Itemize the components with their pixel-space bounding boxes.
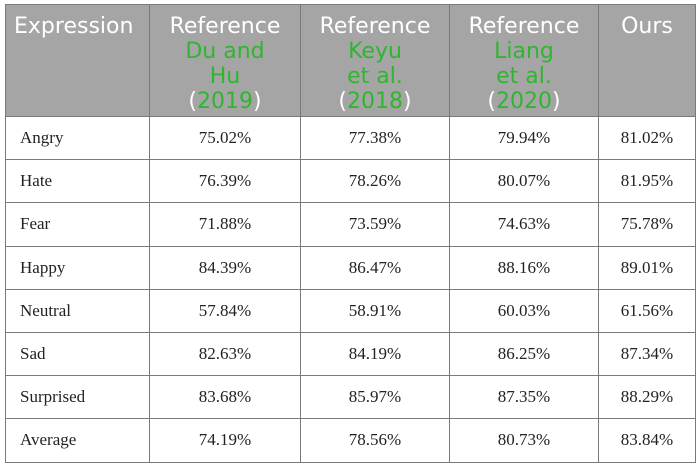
expression-cell: Neutral [5, 288, 150, 333]
value-cell: 86.47% [300, 245, 450, 290]
open-paren: ( [188, 89, 197, 114]
expression-cell: Average [5, 418, 150, 463]
citation-link[interactable]: Hu [209, 64, 241, 89]
table-row: Happy 84.39% 86.47% 88.16% 89.01% [5, 245, 696, 290]
value-cell: 74.19% [149, 418, 301, 463]
header-title: Ours [621, 14, 673, 39]
table-row: Angry 75.02% 77.38% 79.94% 81.02% [5, 115, 696, 161]
value-cell: 74.63% [449, 202, 599, 247]
value-cell: 88.16% [449, 245, 599, 290]
value-cell: 81.95% [598, 159, 696, 204]
citation-link[interactable]: Keyu [348, 39, 402, 64]
header-ours: Ours [598, 4, 696, 117]
value-cell: 80.73% [449, 418, 599, 463]
value-cell: 89.01% [598, 245, 696, 290]
value-cell: 76.39% [149, 159, 301, 204]
value-cell: 87.34% [598, 331, 696, 377]
value-cell: 87.35% [449, 375, 599, 420]
value-cell: 60.03% [449, 288, 599, 333]
value-cell: 75.02% [149, 115, 301, 161]
header-reference-liang: Reference Liang et al. (2020) [449, 4, 599, 117]
expression-cell: Hate [5, 159, 150, 204]
expression-cell: Happy [5, 245, 150, 290]
value-cell: 88.29% [598, 375, 696, 420]
citation-year-link[interactable]: 2019 [197, 89, 253, 114]
value-cell: 57.84% [149, 288, 301, 333]
value-cell: 58.91% [300, 288, 450, 333]
table-body: Angry 75.02% 77.38% 79.94% 81.02% Hate 7… [5, 115, 696, 463]
citation-year-link[interactable]: 2020 [496, 89, 552, 114]
value-cell: 77.38% [300, 115, 450, 161]
table-row: Fear 71.88% 73.59% 74.63% 75.78% [5, 202, 696, 247]
header-expression: Expression [5, 4, 150, 117]
expression-cell: Surprised [5, 375, 150, 420]
header-reference-du-hu: Reference Du and Hu (2019) [149, 4, 301, 117]
citation-link[interactable]: et al. [496, 64, 552, 89]
citation-link[interactable]: Liang [494, 39, 554, 64]
close-paren: ) [403, 89, 412, 114]
value-cell: 81.02% [598, 115, 696, 161]
value-cell: 73.59% [300, 202, 450, 247]
close-paren: ) [253, 89, 262, 114]
expression-cell: Angry [5, 115, 150, 161]
header-row: Expression Reference Du and Hu (2019) Re… [5, 4, 696, 117]
accuracy-table: Expression Reference Du and Hu (2019) Re… [5, 4, 696, 463]
value-cell: 78.56% [300, 418, 450, 463]
table-row: Hate 76.39% 78.26% 80.07% 81.95% [5, 159, 696, 204]
value-cell: 83.68% [149, 375, 301, 420]
header-title: Expression [14, 14, 134, 39]
expression-cell: Fear [5, 202, 150, 247]
table-row: Sad 82.63% 84.19% 86.25% 87.34% [5, 331, 696, 377]
value-cell: 71.88% [149, 202, 301, 247]
value-cell: 84.39% [149, 245, 301, 290]
header-title: Reference [169, 14, 281, 39]
citation-link[interactable]: Du and [185, 39, 265, 64]
table-row: Surprised 83.68% 85.97% 87.35% 88.29% [5, 375, 696, 420]
value-cell: 85.97% [300, 375, 450, 420]
table-header: Expression Reference Du and Hu (2019) Re… [5, 4, 696, 117]
value-cell: 86.25% [449, 331, 599, 377]
value-cell: 80.07% [449, 159, 599, 204]
table-row: Neutral 57.84% 58.91% 60.03% 61.56% [5, 288, 696, 333]
value-cell: 75.78% [598, 202, 696, 247]
value-cell: 84.19% [300, 331, 450, 377]
open-paren: ( [487, 89, 496, 114]
value-cell: 82.63% [149, 331, 301, 377]
value-cell: 78.26% [300, 159, 450, 204]
value-cell: 61.56% [598, 288, 696, 333]
table-row: Average 74.19% 78.56% 80.73% 83.84% [5, 418, 696, 463]
citation-year-link[interactable]: 2018 [347, 89, 403, 114]
open-paren: ( [338, 89, 347, 114]
value-cell: 83.84% [598, 418, 696, 463]
header-title: Reference [468, 14, 580, 39]
header-title: Reference [319, 14, 431, 39]
close-paren: ) [552, 89, 561, 114]
value-cell: 79.94% [449, 115, 599, 161]
expression-cell: Sad [5, 331, 150, 377]
citation-link[interactable]: et al. [347, 64, 403, 89]
header-reference-keyu: Reference Keyu et al. (2018) [300, 4, 450, 117]
